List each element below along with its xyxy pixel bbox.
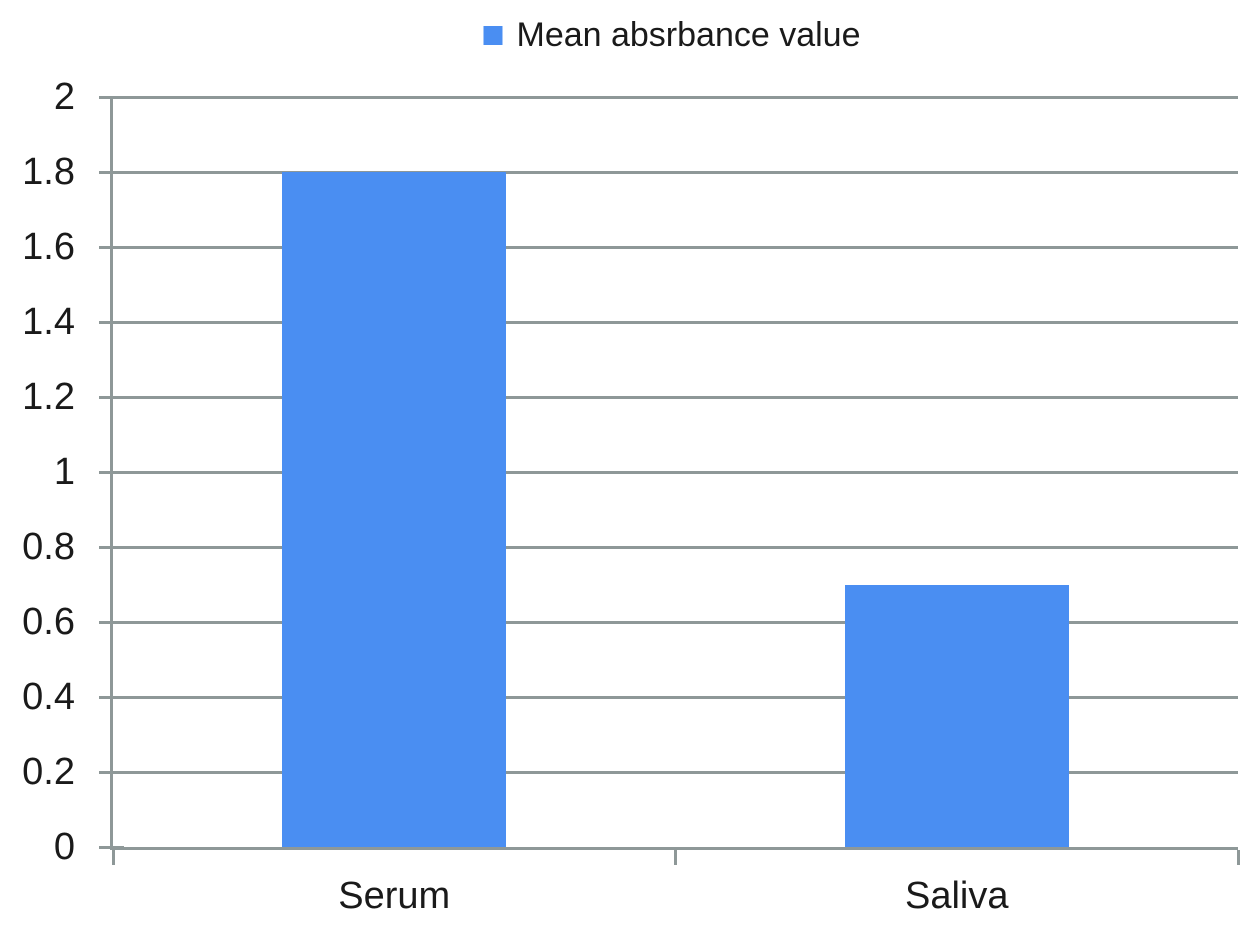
- x-axis-label-serum: Serum: [338, 875, 451, 917]
- gridline: [113, 695, 1238, 699]
- y-axis-label: 0: [53, 826, 75, 868]
- y-axis-tick: [99, 695, 124, 699]
- y-axis-label: 1.6: [22, 226, 75, 268]
- gridline: [113, 245, 1238, 249]
- legend: Mean absrbance value: [483, 16, 861, 54]
- y-axis-label: 1.8: [22, 151, 75, 193]
- y-axis-tick: [99, 770, 124, 774]
- gridline: [113, 95, 1238, 99]
- gridline: [113, 620, 1238, 624]
- gridline: [113, 545, 1238, 549]
- y-axis-label: 0.8: [22, 526, 75, 568]
- y-axis-tick: [99, 245, 124, 249]
- plot-area: 0 0.2 0.4 0.6 0.8 1 1.2 1.4 1.6 1.8 2 Serum Saliva: [22, 77, 1240, 917]
- y-axis-tick: [99, 95, 124, 99]
- y-axis-tick: [99, 395, 124, 399]
- gridline: [113, 470, 1238, 474]
- y-axis-tick: [99, 170, 124, 174]
- bar-serum: [282, 172, 507, 847]
- gridline: [113, 320, 1238, 324]
- legend-swatch-icon: [483, 25, 503, 45]
- bar-saliva: [844, 584, 1069, 847]
- y-axis-label: 0.4: [22, 676, 75, 718]
- x-axis-label-saliva: Saliva: [905, 875, 1009, 917]
- y-axis-label: 1: [53, 451, 75, 493]
- y-axis-label: 1.4: [22, 301, 75, 343]
- y-axis-tick: [99, 620, 124, 624]
- y-axis-label: 2: [53, 76, 75, 118]
- y-axis-label: 0.6: [22, 601, 75, 643]
- y-axis-tick: [99, 545, 124, 549]
- y-axis-tick: [99, 845, 124, 849]
- x-axis-tick: [111, 850, 115, 865]
- y-axis-tick: [99, 470, 124, 474]
- gridline: [113, 170, 1238, 174]
- y-axis-label: 0.2: [22, 751, 75, 793]
- y-axis-tick: [99, 320, 124, 324]
- legend-label: Mean absrbance value: [516, 16, 861, 54]
- y-axis-label: 1.2: [22, 376, 75, 418]
- gridline: [113, 395, 1238, 399]
- x-axis-tick: [674, 850, 677, 865]
- gridline: [113, 770, 1238, 774]
- x-axis-tick: [1236, 850, 1240, 865]
